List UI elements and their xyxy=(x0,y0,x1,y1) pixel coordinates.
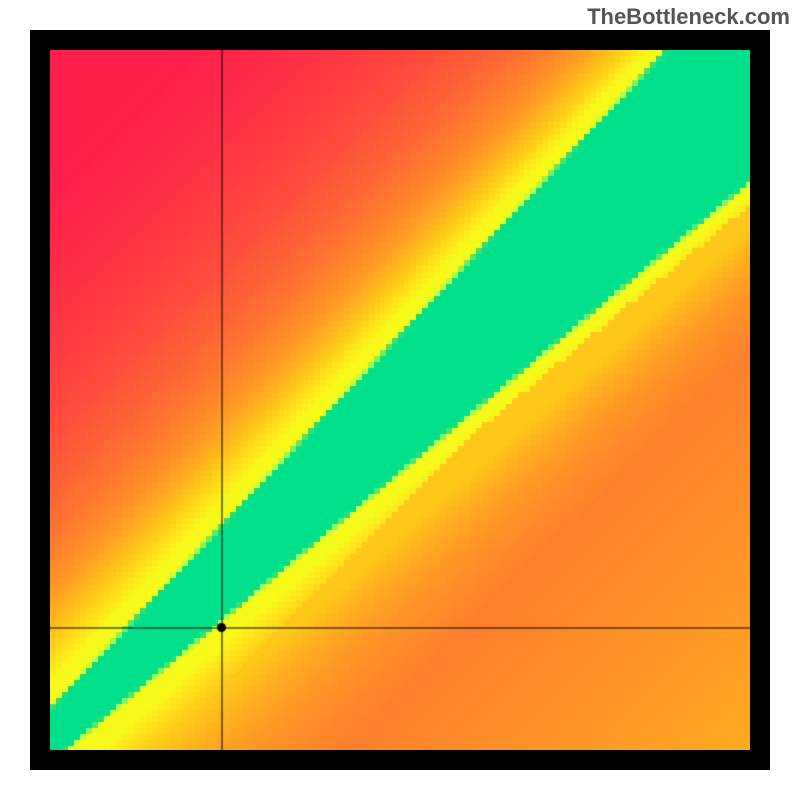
watermark-text: TheBottleneck.com xyxy=(587,4,790,30)
heatmap-canvas xyxy=(50,50,750,750)
